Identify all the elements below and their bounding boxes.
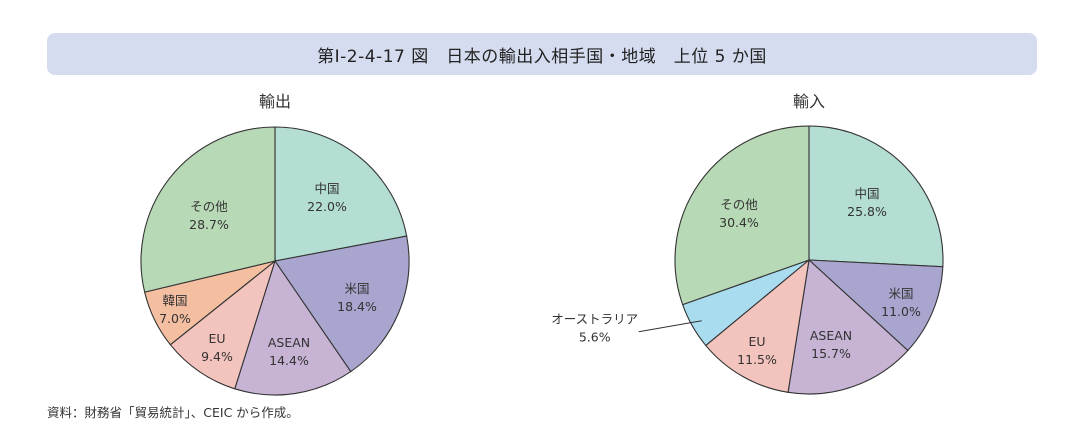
import-slice-1 xyxy=(807,259,944,352)
export-slice-label-1: 米国 xyxy=(344,281,369,296)
export-slice-value-5: 28.7% xyxy=(189,217,229,232)
export-slice-3 xyxy=(169,259,277,390)
export-slice-label-5: その他 xyxy=(190,199,228,214)
import-slice-label-4: オーストラリア xyxy=(551,312,638,327)
export-slice-5 xyxy=(140,126,276,293)
export-slice-1 xyxy=(274,235,410,373)
import-slice-value-2: 15.7% xyxy=(811,346,851,361)
export-chart-title: 輸出 xyxy=(258,92,291,111)
import-slice-value-0: 25.8% xyxy=(847,204,887,219)
export-slice-label-2: ASEAN xyxy=(268,335,310,350)
import-slice-value-3: 11.5% xyxy=(737,352,777,367)
import-slice-value-5: 30.4% xyxy=(719,215,759,230)
import-slice-3 xyxy=(704,258,810,393)
import-slice-label-2: ASEAN xyxy=(810,328,852,343)
export-slice-label-0: 中国 xyxy=(314,181,339,196)
export-slice-value-2: 14.4% xyxy=(269,353,309,368)
import-slice-2 xyxy=(787,258,909,395)
export-slice-label-4: 韓国 xyxy=(162,293,187,308)
figure-title: 第Ⅰ-2-4-17 図 日本の輸出入相手国・地域 上位 5 か国 xyxy=(317,46,767,67)
import-slice-label-1: 米国 xyxy=(888,286,913,301)
import-slice-label-5: その他 xyxy=(720,197,758,212)
import-slice-label-0: 中国 xyxy=(854,186,879,201)
export-slice-value-3: 9.4% xyxy=(201,349,233,364)
export-slice-value-0: 22.0% xyxy=(307,199,347,214)
source-note: 資料：財務省「貿易統計」、CEIC から作成。 xyxy=(47,405,299,420)
import-slice-value-4: 5.6% xyxy=(579,330,611,345)
import-callout-line-4 xyxy=(638,320,702,333)
export-slice-2 xyxy=(234,259,352,396)
export-slice-0 xyxy=(274,126,408,262)
figure-title-bar: 第Ⅰ-2-4-17 図 日本の輸出入相手国・地域 上位 5 か国 xyxy=(47,33,1037,75)
import-slice-0 xyxy=(808,125,944,268)
import-chart-title: 輸入 xyxy=(792,92,825,111)
import-slice-label-3: EU xyxy=(748,334,765,349)
import-slice-5 xyxy=(674,125,810,306)
export-slice-label-3: EU xyxy=(208,331,225,346)
export-slice-value-4: 7.0% xyxy=(159,311,191,326)
import-slice-value-1: 11.0% xyxy=(881,304,921,319)
export-slice-value-1: 18.4% xyxy=(337,299,377,314)
